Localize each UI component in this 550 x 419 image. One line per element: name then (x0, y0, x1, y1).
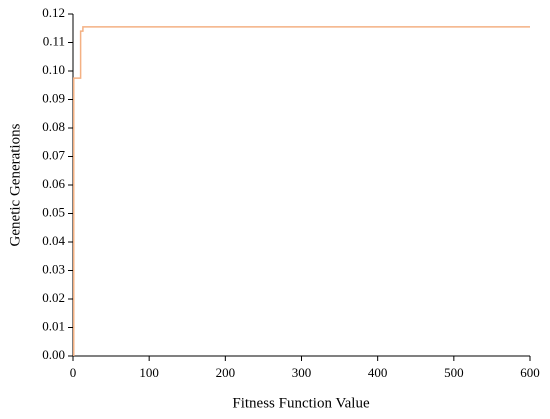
line (73, 26, 530, 356)
x-tick-label: 400 (368, 365, 388, 380)
x-axis-title: Fitness Function Value (232, 395, 370, 411)
x-tick-label: 0 (70, 365, 77, 380)
x-tick-label: 600 (520, 365, 540, 380)
y-tick-label: 0.03 (42, 261, 65, 276)
y-tick-label: 0.10 (42, 62, 65, 77)
y-axis-title: Genetic Generations (7, 123, 23, 246)
x-tick-label: 100 (139, 365, 159, 380)
y-tick-label: 0.05 (42, 204, 65, 219)
y-tick-label: 0.02 (42, 290, 65, 305)
x-tick-label: 500 (444, 365, 464, 380)
y-tick-label: 0.11 (43, 33, 65, 48)
y-tick-label: 0.08 (42, 119, 65, 134)
y-tick-label: 0.09 (42, 90, 65, 105)
y-tick-label: 0.12 (42, 5, 65, 20)
x-tick-label: 200 (216, 365, 236, 380)
y-tick-label: 0.04 (42, 233, 65, 248)
y-tick-label: 0.00 (42, 347, 65, 362)
y-tick-label: 0.01 (42, 318, 65, 333)
y-tick-label: 0.06 (42, 176, 65, 191)
y-tick-label: 0.07 (42, 147, 65, 162)
x-tick-label: 300 (292, 365, 312, 380)
